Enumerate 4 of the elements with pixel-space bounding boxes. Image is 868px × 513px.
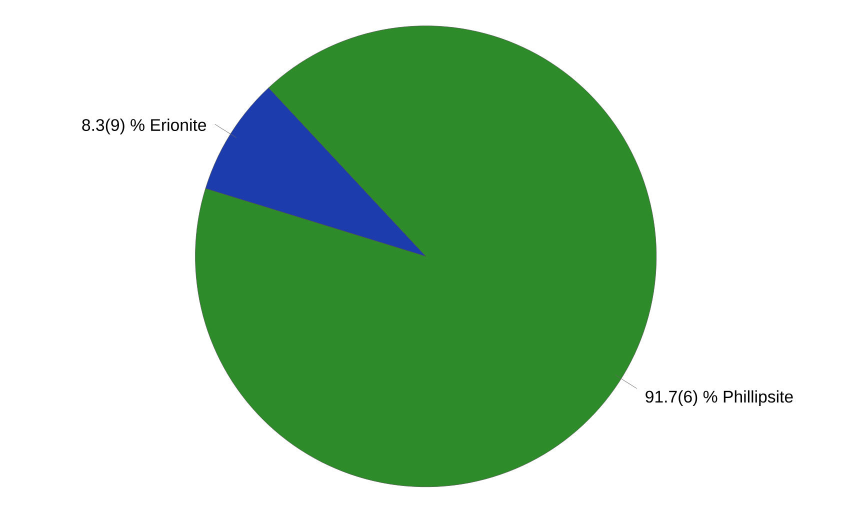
- slice-label: Erionite: [151, 118, 206, 132]
- data-label: 8.3(9) %: [82, 118, 144, 134]
- data-label: 91.7(6) %: [646, 390, 718, 406]
- slice-label: Phillipsite: [724, 390, 793, 406]
